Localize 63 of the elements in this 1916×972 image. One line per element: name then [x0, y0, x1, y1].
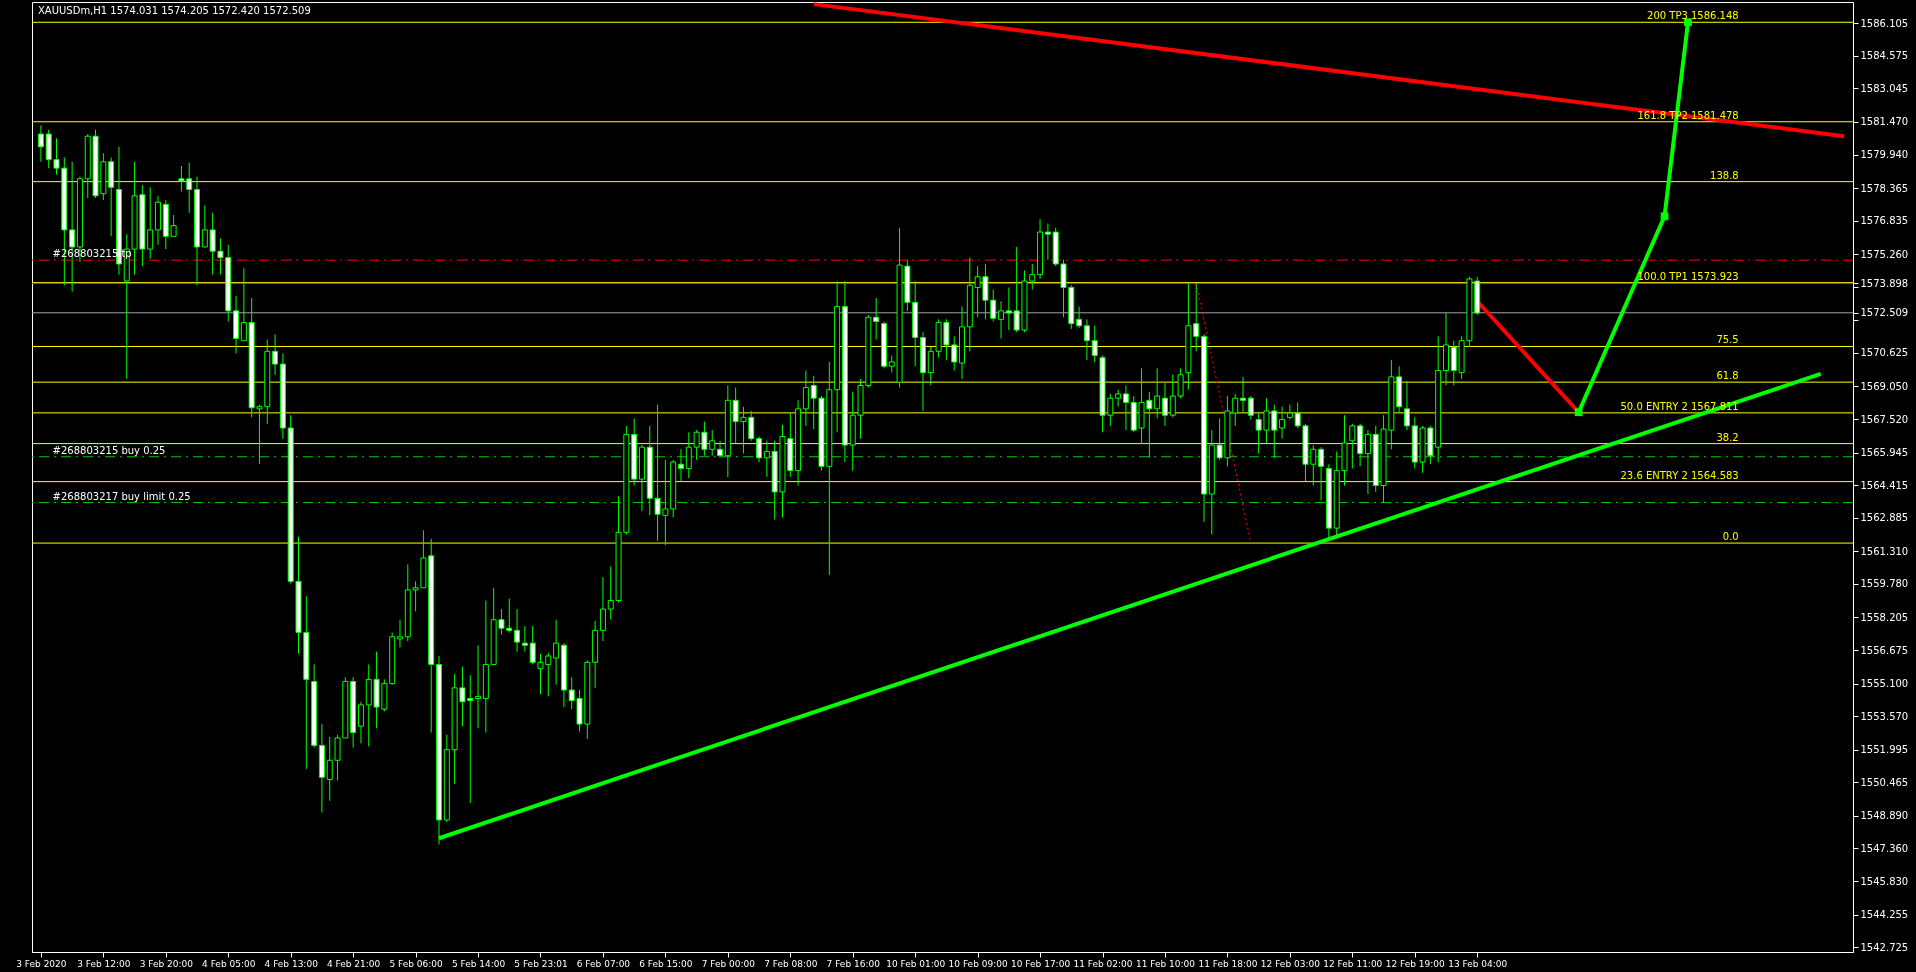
x-tick-label: 13 Feb 04:00: [1448, 958, 1508, 969]
x-tick-label: 11 Feb 18:00: [1198, 958, 1258, 969]
x-tick-label: 4 Feb 13:00: [264, 958, 319, 969]
y-tick-label: 1576.835: [1860, 215, 1909, 227]
y-tick-label: 1556.675: [1860, 644, 1909, 656]
y-tick-label: 1558.205: [1860, 611, 1909, 623]
y-tick-label: 1542.725: [1860, 941, 1909, 953]
x-tick-label: 12 Feb 11:00: [1323, 958, 1383, 969]
y-tick-label: 1564.415: [1860, 479, 1909, 491]
x-tick-label: 3 Feb 12:00: [77, 958, 131, 969]
y-tick-label: 1547.360: [1860, 842, 1909, 854]
y-tick-label: 1559.780: [1860, 578, 1909, 590]
ref-line-label: #268803217 buy limit 0.25: [52, 490, 191, 502]
x-tick-label: 5 Feb 14:00: [451, 958, 506, 969]
x-tick-label: 10 Feb 17:00: [1011, 958, 1071, 969]
y-tick-label: 1570.625: [1860, 347, 1909, 359]
y-tick-label: 1584.575: [1860, 50, 1909, 62]
x-tick-label: 5 Feb 06:00: [389, 958, 444, 969]
y-tick-label: 1579.940: [1860, 149, 1909, 161]
annotation: 138.8: [1710, 169, 1739, 181]
y-tick-label: 1572.509: [1860, 307, 1909, 319]
y-tick-label: 1553.570: [1860, 710, 1909, 722]
y-tick-label: 1581.470: [1860, 116, 1909, 128]
x-tick-label: 7 Feb 08:00: [764, 958, 818, 969]
y-tick-label: 1567.520: [1860, 413, 1909, 425]
y-tick-label: 1575.260: [1860, 248, 1909, 260]
y-tick-label: 1583.045: [1860, 82, 1909, 94]
x-tick-label: 10 Feb 01:00: [886, 958, 946, 969]
y-tick-label: 1551.995: [1860, 744, 1909, 756]
annotation: 61.8: [1716, 370, 1739, 382]
x-tick-label: 4 Feb 05:00: [202, 958, 256, 969]
x-tick-label: 4 Feb 21:00: [326, 958, 381, 969]
y-tick-label: 1586.105: [1860, 17, 1909, 29]
annotation: 0.0: [1722, 531, 1739, 543]
x-tick-label: 3 Feb 2020: [16, 958, 67, 969]
x-tick-label: 7 Feb 00:00: [701, 958, 756, 969]
x-tick-label: 10 Feb 09:00: [948, 958, 1008, 969]
x-tick-label: 12 Feb 03:00: [1260, 958, 1321, 969]
ref-line-label: #268803215 buy 0.25: [52, 444, 166, 456]
annotation: 38.2: [1716, 431, 1739, 443]
y-tick-label: 1544.255: [1860, 909, 1909, 921]
annotation: 75.5: [1716, 334, 1739, 346]
ref-line-label: 200 TP3 1586.148: [1647, 10, 1739, 22]
x-tick-label: 3 Feb 20:00: [139, 958, 194, 969]
y-tick-label: 1550.465: [1860, 776, 1909, 788]
y-tick-label: 1562.885: [1860, 512, 1909, 524]
y-tick-label: 1561.310: [1860, 545, 1909, 557]
ref-line-label: 23.6 ENTRY 2 1564.583: [1620, 469, 1739, 481]
x-tick-label: 6 Feb 07:00: [576, 958, 631, 969]
y-tick-label: 1565.945: [1860, 447, 1909, 459]
x-tick-label: 12 Feb 19:00: [1385, 958, 1446, 969]
y-tick-label: 1548.890: [1860, 810, 1909, 822]
x-tick-label: 6 Feb 15:00: [639, 958, 693, 969]
y-tick-label: 1578.365: [1860, 182, 1909, 194]
chart-title: XAUUSDm,H1 1574.031 1574.205 1572.420 1572.509: [38, 5, 311, 16]
y-tick-label: 1569.050: [1860, 380, 1909, 392]
y-tick-label: 1573.898: [1860, 277, 1909, 289]
y-tick-label: 1555.100: [1860, 678, 1909, 690]
x-tick-label: 5 Feb 23:01: [514, 958, 568, 969]
x-tick-label: 11 Feb 02:00: [1073, 958, 1133, 969]
y-tick-label: 1545.830: [1860, 875, 1909, 887]
x-tick-label: 11 Feb 10:00: [1135, 958, 1196, 969]
x-tick-label: 7 Feb 16:00: [826, 958, 881, 969]
